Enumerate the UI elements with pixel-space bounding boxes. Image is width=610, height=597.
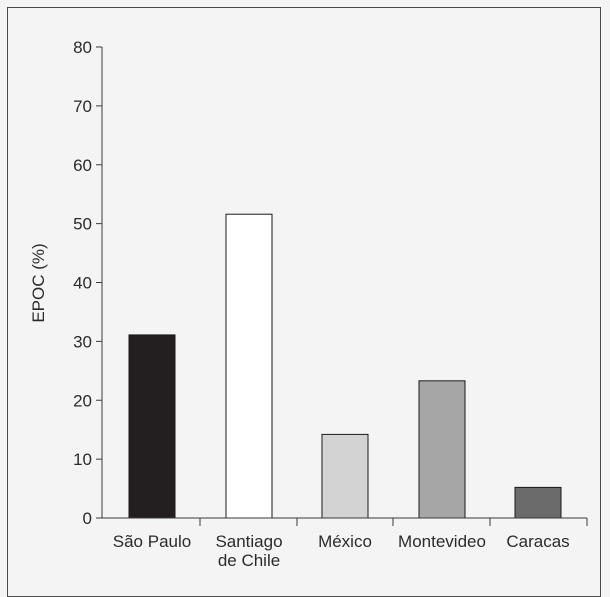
chart-frame (7, 7, 601, 597)
x-tick-label: Montevideo (398, 532, 486, 551)
bar (514, 486, 562, 519)
bar (225, 213, 273, 519)
x-axis-ticks: São Paulo Santiago de Chile México Montevide… (113, 518, 588, 570)
x-tick-label: México (318, 532, 372, 551)
y-tick-label: 30 (73, 332, 92, 351)
y-axis-title: EPOC (%) (29, 243, 48, 322)
y-tick-label: 10 (73, 450, 92, 469)
y-tick-label: 50 (73, 215, 92, 234)
x-tick-label: Santiago de Chile (215, 532, 282, 570)
y-tick-label: 60 (73, 156, 92, 175)
y-tick-label: 80 (73, 38, 92, 57)
x-tick-label: São Paulo (113, 532, 191, 551)
y-tick-label: 70 (73, 97, 92, 116)
y-tick-label: 20 (73, 391, 92, 410)
bar (321, 433, 369, 519)
y-tick-label: 40 (73, 274, 92, 293)
bar (418, 380, 466, 519)
bar (128, 334, 176, 519)
x-tick-label: Caracas (506, 532, 569, 551)
y-tick-label: 0 (83, 509, 92, 528)
bars (128, 213, 562, 519)
y-axis-ticks: 0 10 20 30 40 50 60 70 80 (73, 38, 102, 528)
